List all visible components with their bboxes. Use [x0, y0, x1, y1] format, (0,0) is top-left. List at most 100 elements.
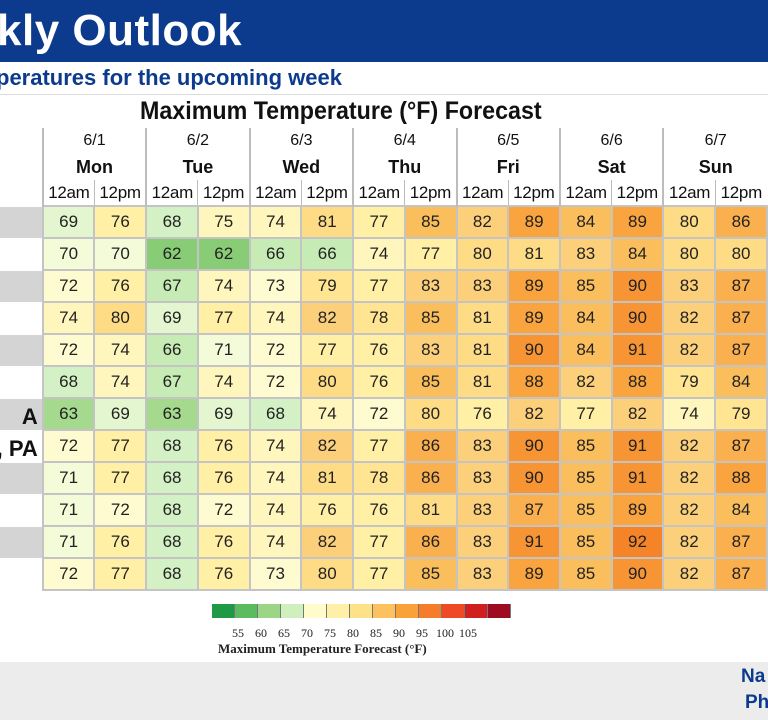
temperature-cell: 89 — [507, 557, 561, 591]
temperature-cell: 82 — [507, 397, 561, 431]
temperature-cell: 83 — [403, 269, 458, 303]
temperature-cell: 87 — [714, 301, 768, 335]
temperature-cell: 85 — [403, 301, 458, 335]
table-row: 71 77 68 76 74 81 78 86 83 90 85 91 82 88 — [0, 461, 768, 495]
temperature-cell: 84 — [714, 365, 768, 399]
temperature-cell: 88 — [610, 365, 665, 399]
temperature-cell: 85 — [558, 429, 613, 463]
temperature-cell: 77 — [403, 237, 458, 271]
date-header: 6/4 — [352, 128, 457, 154]
temperature-cell: 84 — [714, 493, 768, 527]
legend-tick-label: 65 — [278, 626, 290, 640]
temperature-cell: 82 — [662, 557, 717, 591]
temperature-cell: 83 — [455, 461, 510, 495]
temperature-cell: 72 — [41, 557, 96, 591]
top-banner: kly Outlook — [0, 0, 768, 62]
time-header: 12pm — [300, 180, 354, 206]
temperature-cell: 73 — [248, 557, 303, 591]
temperature-cell: 87 — [714, 269, 768, 303]
temperature-cell: 72 — [41, 333, 96, 367]
temperature-cell: 83 — [455, 269, 510, 303]
temperature-cell: 79 — [300, 269, 355, 303]
legend-ticks: 55 60 65 70 75 80 85 90 95 100 105 — [212, 626, 494, 640]
legend-swatch — [465, 604, 488, 618]
day-header: Mon — [41, 154, 147, 180]
temperature-cell: 72 — [352, 397, 406, 431]
temperature-cell: 77 — [300, 333, 355, 367]
temperature-cell: 77 — [352, 557, 406, 591]
location-label: A — [21, 403, 38, 429]
date-header-row: 6/1 6/2 6/3 6/4 6/5 6/6 6/7 — [0, 128, 767, 154]
temperature-cell: 72 — [196, 493, 251, 527]
temperature-cell: 74 — [248, 461, 303, 495]
temperature-cell: 62 — [145, 237, 199, 271]
temperature-cell: 83 — [455, 493, 510, 527]
temperature-cell: 89 — [610, 493, 665, 527]
temperature-cell: 74 — [93, 333, 148, 367]
day-header: Fri — [455, 154, 560, 180]
page-title: kly Outlook — [0, 6, 243, 55]
temperature-cell: 83 — [455, 429, 510, 463]
temperature-cell: 74 — [248, 493, 303, 527]
temperature-cell: 82 — [662, 525, 717, 559]
temperature-cell: 78 — [352, 461, 406, 495]
temperature-cell: 80 — [455, 237, 510, 271]
legend-swatch — [419, 604, 442, 618]
temperature-cell: 69 — [196, 397, 251, 431]
time-header: 12pm — [714, 180, 767, 206]
temperature-cell: 81 — [455, 301, 510, 335]
time-header: 12pm — [93, 180, 147, 206]
temperature-cell: 68 — [145, 461, 199, 495]
temperature-cell: 83 — [455, 525, 510, 559]
temperature-cell: 76 — [93, 205, 148, 239]
location-label-cell: , PA — [0, 429, 43, 463]
temperature-cell: 68 — [145, 557, 199, 591]
legend-tick-label: 60 — [255, 626, 267, 640]
subtitle-bar: peratures for the upcoming week — [0, 62, 768, 95]
temperature-cell: 80 — [300, 365, 355, 399]
temperature-cell: 74 — [352, 237, 406, 271]
temperature-cell: 77 — [93, 461, 148, 495]
time-header: 12am — [41, 180, 95, 206]
temperature-cell: 81 — [507, 237, 561, 271]
temperature-cell: 77 — [93, 429, 148, 463]
day-header: Sun — [662, 154, 767, 180]
temperature-cell: 68 — [145, 429, 199, 463]
temperature-cell: 77 — [196, 301, 251, 335]
temperature-cell: 77 — [352, 269, 406, 303]
temperature-cell: 76 — [300, 493, 355, 527]
legend-tick-label: 105 — [459, 626, 477, 640]
temperature-cell: 82 — [662, 301, 717, 335]
temperature-cell: 74 — [41, 301, 96, 335]
legend-tick-label: 55 — [232, 626, 244, 640]
temperature-cell: 67 — [145, 365, 199, 399]
location-label-cell: A — [0, 397, 43, 431]
time-header: 12am — [662, 180, 716, 206]
temperature-cell: 73 — [248, 269, 303, 303]
temperature-cell: 77 — [93, 557, 148, 591]
temperature-cell: 89 — [507, 269, 561, 303]
legend-swatch — [235, 604, 258, 618]
temperature-cell: 81 — [455, 333, 510, 367]
color-legend: 55 60 65 70 75 80 85 90 95 100 105 Maximum Tempera… — [212, 604, 511, 662]
day-header-row: Mon Tue Wed Thu Fri Sat Sun — [0, 154, 767, 180]
location-label-cell — [0, 205, 43, 239]
temperature-cell: 81 — [403, 493, 458, 527]
temperature-cell: 81 — [300, 205, 355, 239]
page-subtitle: peratures for the upcoming week — [0, 65, 342, 90]
temperature-cell: 66 — [300, 237, 355, 271]
time-header: 12am — [455, 180, 509, 206]
temperature-cell: 92 — [610, 525, 665, 559]
temperature-cell: 80 — [662, 205, 717, 239]
temperature-cell: 86 — [403, 429, 458, 463]
temperature-cell: 88 — [714, 461, 768, 495]
time-header: 12am — [558, 180, 612, 206]
temperature-cell: 81 — [455, 365, 510, 399]
temperature-cell: 74 — [248, 205, 303, 239]
temperature-cell: 85 — [558, 493, 613, 527]
temperature-cell: 82 — [662, 493, 717, 527]
temperature-cell: 62 — [196, 237, 251, 271]
temperature-cell: 90 — [507, 429, 561, 463]
temperature-cell: 76 — [93, 525, 148, 559]
temperature-cell: 74 — [93, 365, 148, 399]
